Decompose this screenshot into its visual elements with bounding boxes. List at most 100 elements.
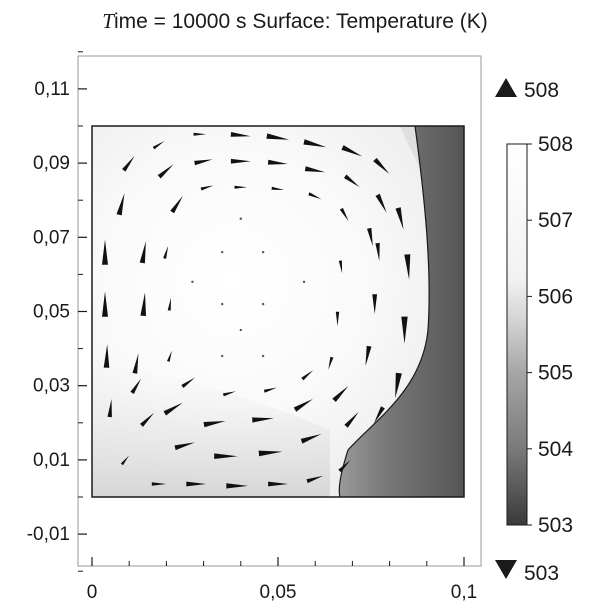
colorbar-tick-label: 503 — [538, 514, 573, 537]
velocity-arrow — [234, 185, 248, 189]
y-tick-label: 0,11 — [34, 79, 70, 100]
velocity-point — [221, 302, 224, 306]
colorbar-tick-label: 506 — [538, 285, 573, 308]
velocity-point — [302, 280, 306, 284]
x-tick-label: 0,1 — [451, 582, 477, 603]
x-tick-label: 0 — [87, 582, 98, 603]
velocity-arrow — [332, 385, 349, 402]
velocity-arrow — [252, 417, 274, 423]
velocity-arrow — [266, 133, 290, 140]
x-tick-label: 0,05 — [260, 582, 297, 603]
velocity-arrow — [293, 398, 313, 412]
velocity-arrow — [306, 475, 324, 484]
velocity-arrow — [395, 372, 402, 399]
x-axis: 0 0,05 0,1 — [87, 557, 477, 603]
velocity-arrow — [338, 460, 351, 473]
velocity-arrow — [308, 192, 322, 200]
velocity-arrow — [367, 227, 373, 247]
velocity-arrow — [163, 402, 183, 416]
velocity-arrow — [375, 193, 387, 213]
temperature-field — [92, 126, 464, 497]
velocity-arrow — [267, 159, 288, 165]
velocity-arrow — [373, 157, 390, 174]
velocity-point — [221, 250, 224, 254]
colorbar-max-marker-label: 508 — [524, 79, 559, 102]
velocity-arrow — [401, 316, 408, 344]
velocity-arrow — [140, 292, 146, 316]
velocity-arrow — [301, 370, 314, 381]
velocity-arrow — [263, 387, 277, 393]
colorbar-gradient — [506, 143, 528, 526]
colorbar-min-marker-label: 503 — [524, 562, 559, 585]
velocity-arrow — [343, 174, 360, 188]
y-tick-label: -0,01 — [27, 524, 70, 545]
velocity-arrow — [194, 159, 213, 166]
y-tick-label: 0,09 — [33, 153, 70, 174]
velocity-arrow — [230, 158, 251, 164]
velocity-arrow — [181, 377, 195, 388]
y-tick-label: 0,03 — [33, 376, 70, 397]
velocity-arrow — [186, 481, 207, 487]
velocity-arrow — [102, 239, 108, 265]
velocity-arrow — [303, 139, 327, 148]
velocity-arrow — [373, 406, 385, 424]
velocity-arrow — [335, 311, 340, 327]
colorbar-tick-label: 507 — [538, 209, 573, 232]
velocity-arrow — [372, 294, 378, 314]
velocity-arrow — [163, 245, 169, 259]
colorbar: 508 508 507 506 505 504 503 503 — [495, 78, 573, 585]
velocity-arrow — [170, 195, 183, 214]
velocity-arrow — [365, 345, 372, 366]
velocity-arrow — [130, 378, 142, 394]
velocity-arrow — [338, 260, 343, 274]
velocity-arrow — [268, 481, 288, 487]
chart-title: Time = 10000 s Surface: Temperature (K) — [102, 9, 487, 33]
velocity-arrow — [222, 391, 236, 397]
velocity-arrow — [271, 186, 285, 190]
velocity-arrow — [404, 254, 411, 280]
velocity-arrow — [341, 145, 363, 157]
velocity-point — [239, 328, 242, 332]
velocity-vectors — [102, 132, 411, 489]
y-axis: 0,11 0,09 0,07 0,05 0,03 0,01 -0,01 — [27, 51, 87, 572]
colorbar-min-marker-icon — [495, 560, 517, 579]
field-right-wall-cold-region — [339, 126, 464, 497]
velocity-point — [261, 250, 265, 254]
velocity-arrow — [167, 350, 172, 362]
colorbar-tick-label: 504 — [538, 438, 573, 461]
chart-title-prefix: T — [102, 9, 115, 33]
velocity-arrow — [344, 411, 359, 428]
velocity-arrow — [102, 291, 108, 317]
colorbar-tick-label: 505 — [538, 362, 573, 385]
velocity-arrow — [328, 356, 334, 370]
y-tick-label: 0,05 — [33, 302, 70, 323]
velocity-arrow — [152, 141, 165, 150]
velocity-arrow — [139, 241, 146, 264]
velocity-arrow — [122, 155, 135, 172]
field-lower-cool-region — [92, 360, 330, 497]
y-tick-label: 0,07 — [33, 227, 70, 248]
velocity-point — [261, 302, 265, 306]
velocity-arrow — [300, 434, 322, 444]
velocity-arrow — [193, 132, 207, 136]
velocity-arrow — [395, 207, 404, 230]
velocity-arrow — [157, 164, 174, 179]
velocity-arrow — [339, 207, 349, 222]
domain-border — [91, 125, 465, 498]
velocity-arrow — [132, 353, 139, 374]
velocity-arrow — [120, 455, 130, 466]
velocity-arrow — [167, 297, 171, 311]
velocity-arrow — [375, 242, 380, 262]
y-tick-label: 0,01 — [33, 450, 70, 471]
velocity-arrow — [103, 344, 110, 368]
velocity-arrow — [140, 412, 155, 427]
colorbar-ticks: 508 507 506 505 504 503 — [527, 133, 573, 537]
velocity-point — [191, 280, 194, 284]
velocity-arrow — [226, 483, 248, 489]
velocity-arrow — [151, 482, 167, 486]
velocity-point — [261, 354, 265, 358]
velocity-arrow — [107, 399, 112, 418]
velocity-arrow — [200, 185, 214, 191]
velocity-point — [221, 354, 224, 358]
